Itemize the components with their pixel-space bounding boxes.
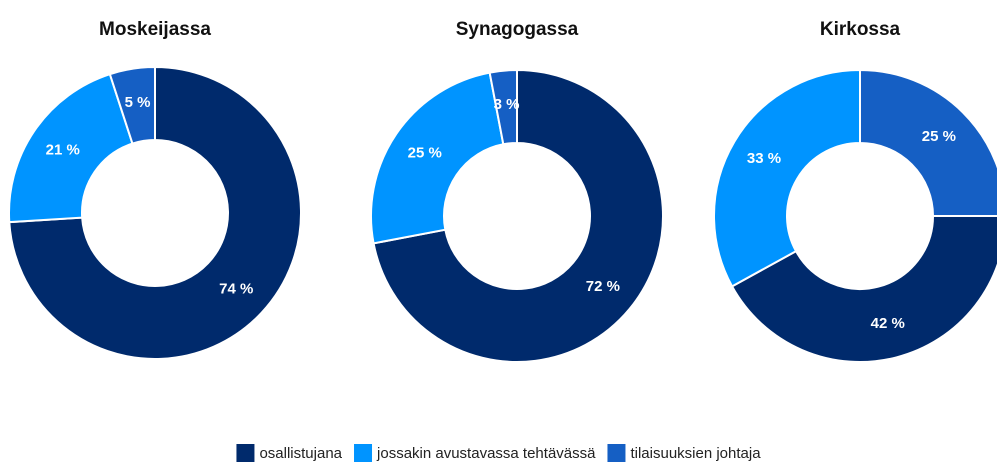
donut-segment	[108, 65, 156, 145]
donut-segment	[859, 68, 997, 217]
data-label: 72 %	[586, 278, 620, 295]
legend-swatch	[354, 444, 373, 462]
legend-swatch	[607, 444, 626, 462]
donut-segment	[372, 68, 664, 363]
data-label: 3 %	[494, 96, 520, 113]
donut-segment	[370, 71, 505, 245]
data-label: 33 %	[747, 150, 781, 167]
donut-segment	[713, 68, 861, 288]
legend-label: tilaisuuksien johtaja	[630, 445, 761, 462]
data-label: 5 %	[125, 94, 151, 111]
data-label: 25 %	[408, 144, 442, 161]
donut-segment	[730, 215, 997, 363]
donut-segment	[488, 68, 518, 146]
legend-swatch	[236, 444, 255, 462]
chart-title: Moskeijassa	[99, 19, 211, 40]
data-label: 74 %	[219, 280, 253, 297]
donut-segment	[8, 65, 302, 360]
legend-label: jossakin avustavassa tehtävässä	[376, 445, 596, 462]
data-label: 21 %	[46, 141, 80, 158]
chart-title: Kirkossa	[820, 19, 901, 40]
legend-label: osallistujana	[259, 445, 342, 462]
chart-title: Synagogassa	[456, 19, 579, 40]
data-label: 25 %	[922, 128, 956, 145]
data-label: 42 %	[871, 315, 905, 332]
donut-segment	[8, 72, 134, 224]
